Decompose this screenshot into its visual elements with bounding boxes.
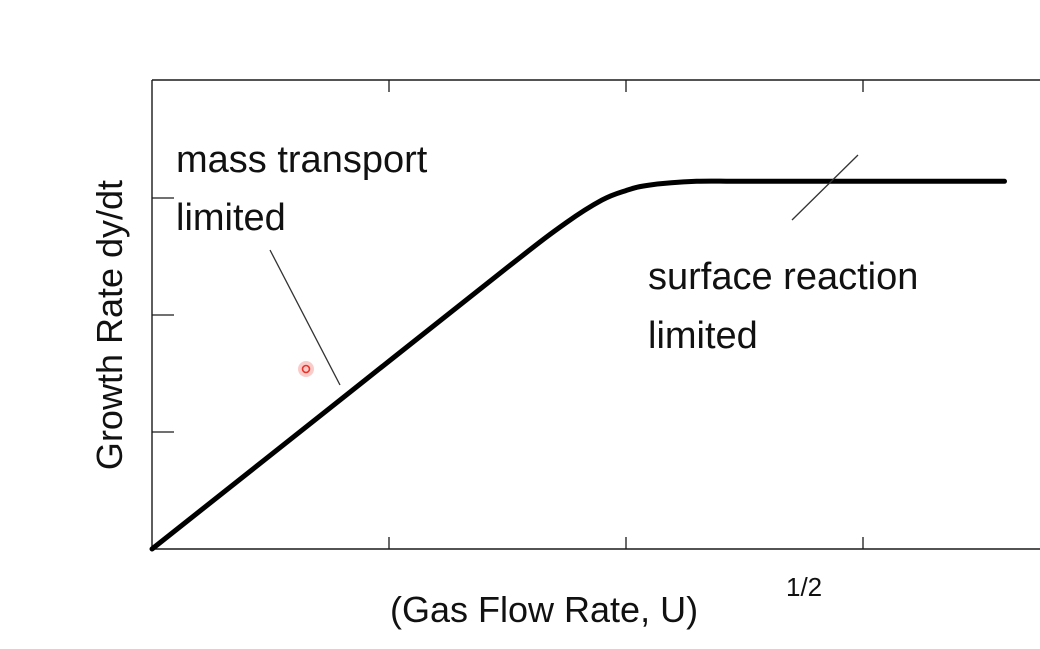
x-axis-label: (Gas Flow Rate, U) (390, 589, 698, 630)
x-axis-label-superscript: 1/2 (786, 572, 822, 602)
mass-transport-label-line-2: limited (176, 197, 286, 239)
y-axis-label: Growth Rate dy/dt (89, 180, 130, 470)
axis-ticks (152, 80, 864, 549)
mass-transport-leader-line (269, 249, 341, 386)
series-line-0 (149, 178, 1007, 552)
cursor-marker (298, 361, 314, 377)
surface-reaction-leader-line (791, 154, 859, 221)
surface-reaction-label-line-2: limited (648, 315, 758, 357)
mass-transport-label-line-1: mass transport (176, 139, 428, 181)
surface-reaction-label-line-1: surface reaction (648, 256, 918, 298)
growth-curve (149, 178, 1007, 552)
